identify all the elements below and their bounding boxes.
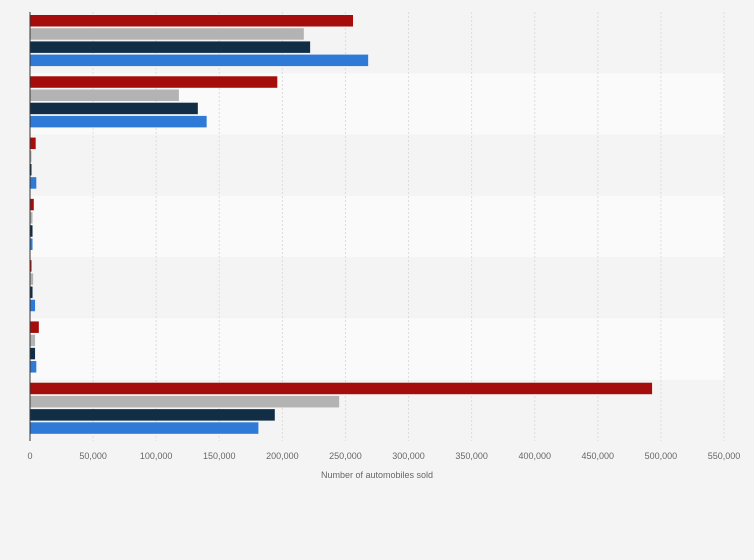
gridlines [92,12,725,441]
bar[interactable] [30,273,34,285]
bar[interactable] [30,409,275,421]
bar[interactable] [30,41,311,53]
bar[interactable] [30,334,36,347]
x-tick-label: 0 [27,451,32,461]
bar[interactable] [30,286,33,299]
bar[interactable] [30,15,354,27]
x-tick-label: 550,000 [708,451,741,461]
x-axis-title: Number of automobiles sold [321,470,433,480]
bar[interactable] [30,299,36,312]
x-tick-label: 100,000 [140,451,173,461]
bar[interactable] [30,115,207,128]
x-tick-label: 400,000 [518,451,551,461]
category-band [30,134,724,196]
bar[interactable] [30,163,32,176]
category-band [30,257,724,319]
category-band [30,195,724,258]
bar[interactable] [30,347,36,360]
bar[interactable] [30,102,198,115]
bar[interactable] [30,238,33,250]
x-tick-label: 350,000 [455,451,488,461]
x-tick-label: 200,000 [266,451,299,461]
bar[interactable] [30,422,259,434]
x-tick-label: 500,000 [645,451,678,461]
bar[interactable] [30,212,33,224]
bar[interactable] [30,150,32,163]
bar[interactable] [30,76,278,88]
bar[interactable] [30,361,37,373]
bar[interactable] [30,54,369,67]
bar[interactable] [30,198,34,211]
x-tick-label: 450,000 [582,451,615,461]
bar[interactable] [30,177,37,189]
bar[interactable] [30,321,39,333]
bar[interactable] [30,260,32,272]
bar[interactable] [30,89,179,101]
bar[interactable] [30,225,33,237]
x-tick-label: 150,000 [203,451,236,461]
x-tick-label: 250,000 [329,451,362,461]
bar[interactable] [30,28,304,40]
x-tick-label: 300,000 [392,451,425,461]
category-bands [30,12,724,441]
bar[interactable] [30,395,340,408]
x-tick-labels: 0 50,000 100,000 150,000 200,000 250,000 300,0… [27,451,740,461]
bars [30,15,653,434]
bar[interactable] [30,382,653,395]
bar[interactable] [30,137,36,150]
category-band [30,318,724,380]
x-tick-label: 50,000 [79,451,107,461]
